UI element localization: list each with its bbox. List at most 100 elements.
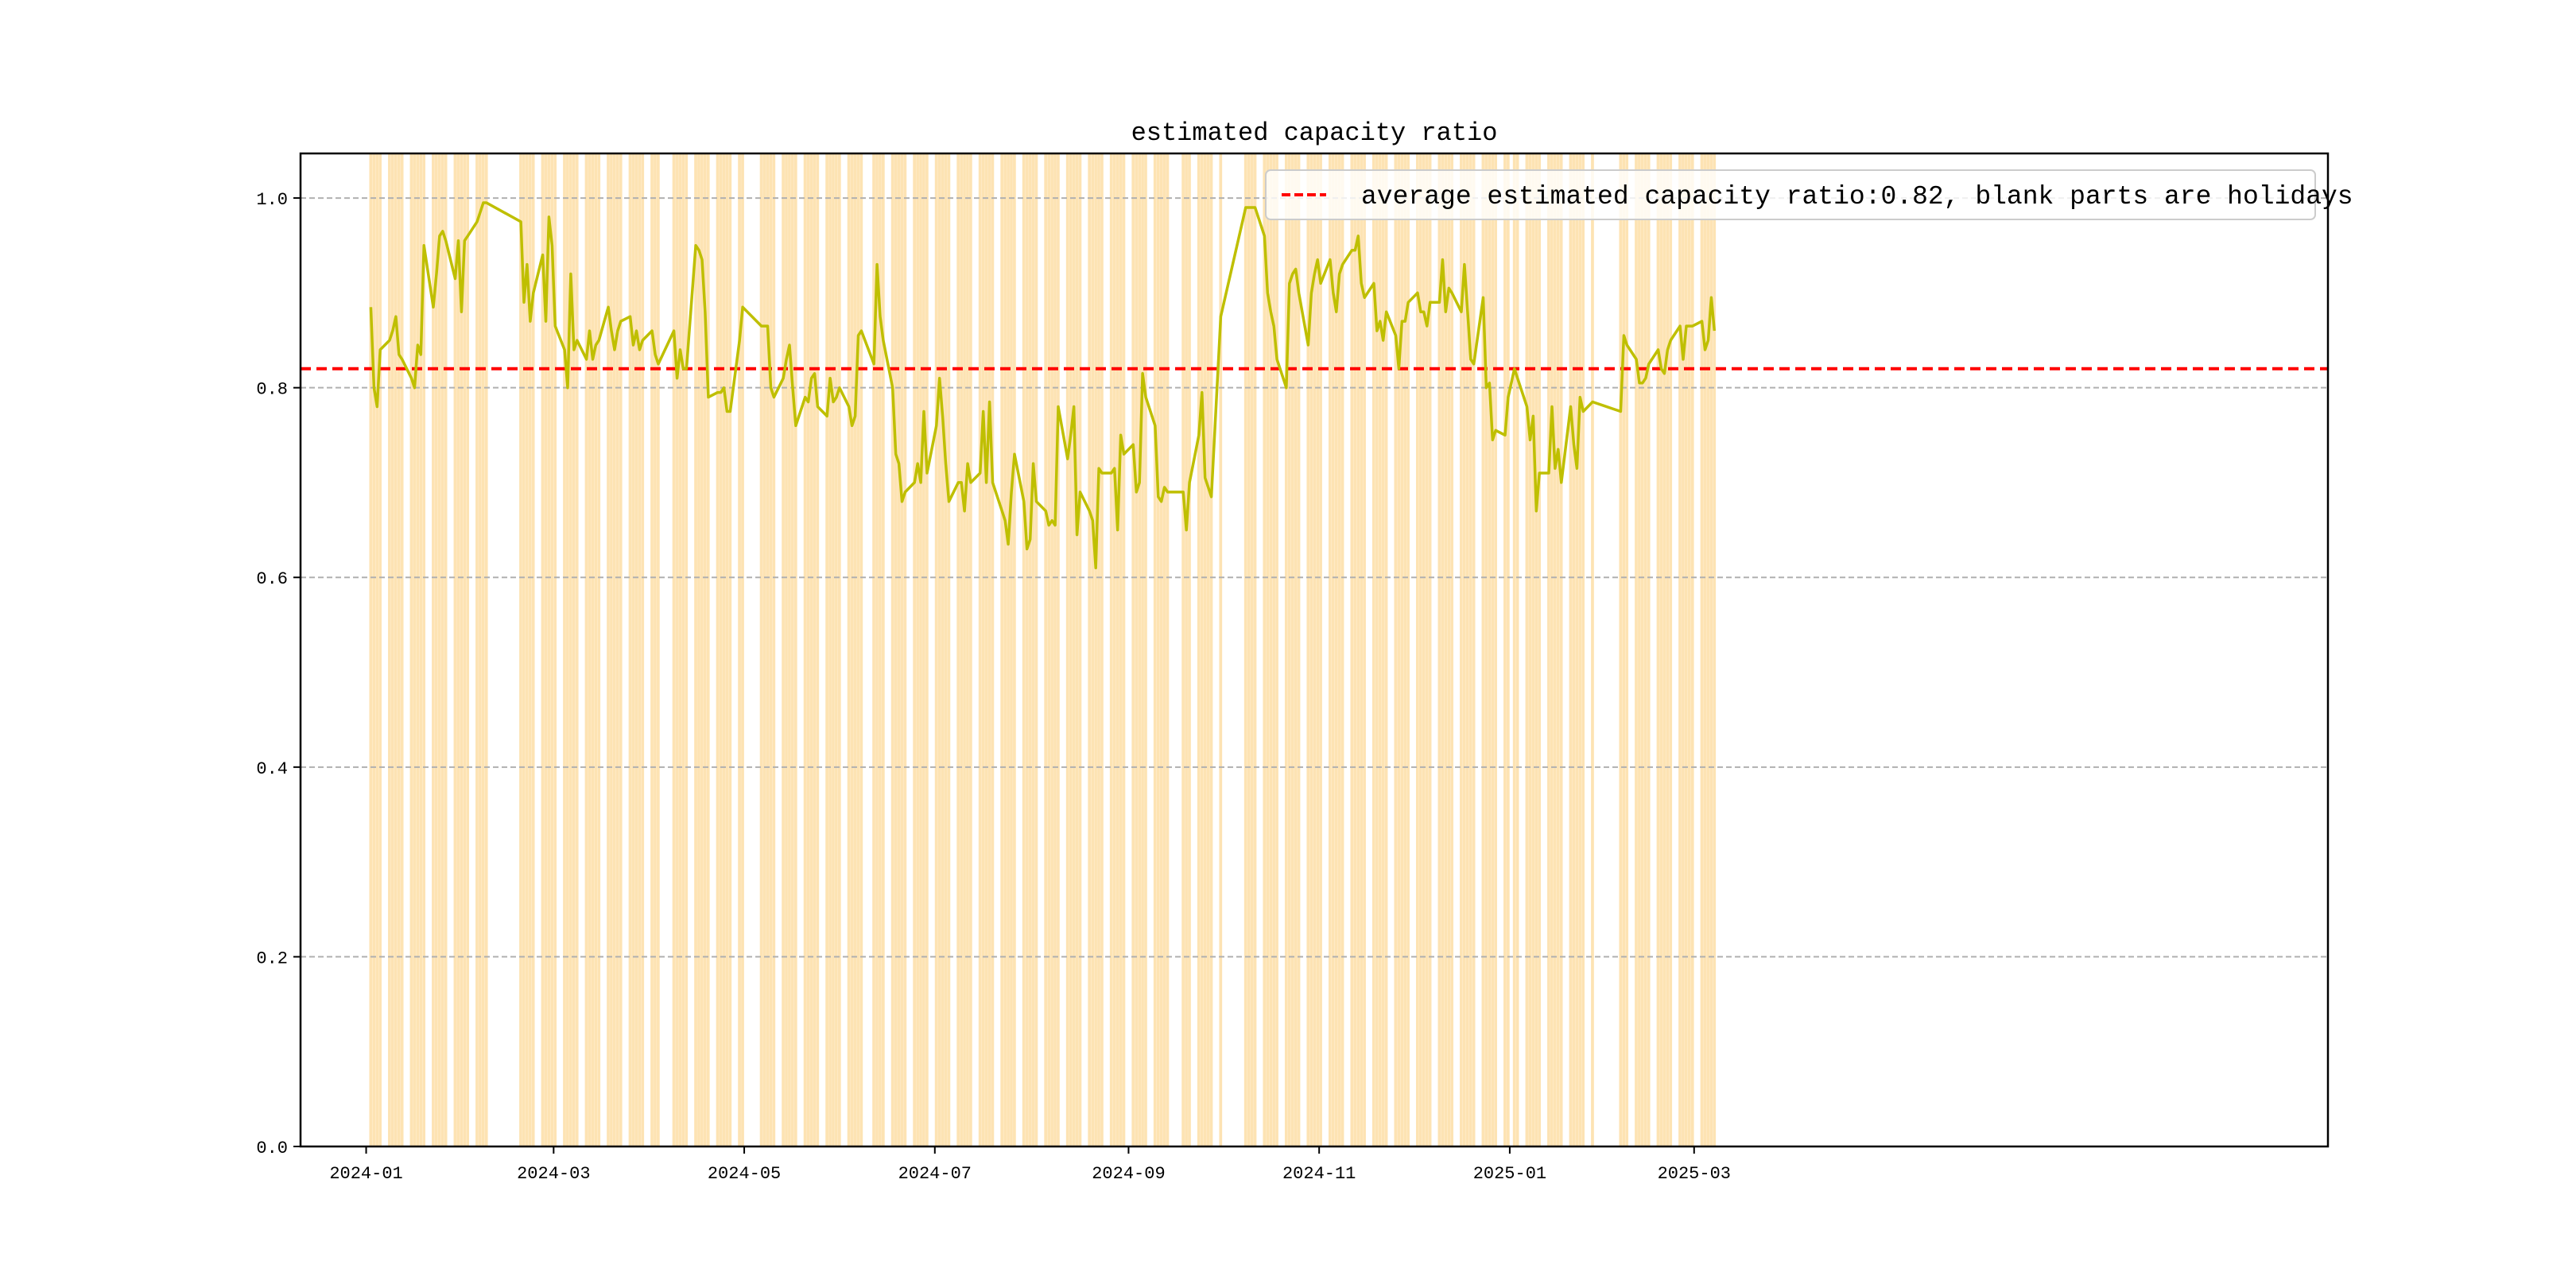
trading-day-bar [1465,153,1469,1146]
trading-day-bar [1491,153,1495,1146]
trading-day-bar [1356,153,1360,1146]
trading-day-bar [437,153,441,1146]
trading-day-bar [769,153,773,1146]
trading-day-bar [1468,153,1472,1146]
trading-day-bar [1044,153,1048,1146]
trading-day-bar [1144,153,1147,1146]
trading-day-bar [832,153,835,1146]
trading-day-bar [1050,153,1053,1146]
trading-day-bar [1031,153,1035,1146]
trading-day-bar [728,153,732,1146]
trading-day-bar [1091,153,1095,1146]
trading-day-bar [694,153,697,1146]
trading-day-bar [1166,153,1170,1146]
trading-day-bar [1065,153,1069,1146]
trading-day-bar [835,153,838,1146]
trading-day-bar [544,153,548,1146]
trading-day-bar [1156,153,1160,1146]
trading-day-bar [610,153,613,1146]
trading-day-bar [1094,153,1097,1146]
trading-day-bar [572,153,576,1146]
trading-day-bar [463,153,467,1146]
x-tick-label: 2024-03 [517,1164,590,1184]
trading-day-bar [1337,153,1341,1146]
trading-day-bar [1100,153,1104,1146]
trading-day-bar [1072,153,1076,1146]
x-tick-label: 2024-05 [708,1164,781,1184]
trading-day-bar [856,153,860,1146]
trading-day-bar [432,153,435,1146]
trading-day-bar [675,153,679,1146]
trading-day-bar [1682,153,1685,1146]
trading-day-bar [1643,153,1647,1146]
trading-day-bar [1115,153,1119,1146]
trading-day-bar [859,153,863,1146]
trading-day-bar [1287,153,1291,1146]
trading-day-bar [1000,153,1004,1146]
trading-day-bar [934,153,938,1146]
trading-day-bar [900,153,904,1146]
y-tick-label: 0.0 [256,1139,288,1158]
trading-day-bar [1444,153,1448,1146]
trading-day-bar [388,153,391,1146]
trading-day-bar [1219,153,1223,1146]
trading-day-bars [369,153,1717,1146]
trading-day-bar [484,153,488,1146]
x-tick-label: 2025-01 [1473,1164,1546,1184]
trading-day-bar [1034,153,1038,1146]
trading-day-bar [1547,153,1550,1146]
x-tick-label: 2024-11 [1282,1164,1356,1184]
trading-day-bar [607,153,610,1146]
trading-day-bar [1334,153,1338,1146]
trading-day-bar [1353,153,1357,1146]
trading-day-bar [1309,153,1313,1146]
x-tick-label: 2024-09 [1092,1164,1165,1184]
trading-day-bar [575,153,579,1146]
trading-day-bar [700,153,704,1146]
trading-day-bar [1243,153,1247,1146]
trading-day-bar [628,153,632,1146]
trading-day-bar [1481,153,1485,1146]
trading-day-bar [631,153,635,1146]
trading-day-bar [1360,153,1364,1146]
trading-day-bar [1141,153,1144,1146]
trading-day-bar [681,153,685,1146]
trading-day-bar [1534,153,1538,1146]
trading-day-bar [759,153,763,1146]
trading-day-bar [1206,153,1210,1146]
series-group [369,201,1717,570]
trading-day-bar [1209,153,1213,1146]
x-tick-label: 2024-01 [329,1164,402,1184]
y-tick-label: 0.8 [256,380,288,400]
trading-day-bar [444,153,448,1146]
trading-day-bar [413,153,417,1146]
trading-day-bar [722,153,726,1146]
trading-day-bar [1659,153,1663,1146]
trading-day-bar [1138,153,1141,1146]
trading-day-bar [879,153,882,1146]
trading-day-bar [1403,153,1407,1146]
trading-day-bar [528,153,532,1146]
trading-day-bar [1247,153,1251,1146]
trading-day-bar [563,153,566,1146]
trading-day-bar [793,153,797,1146]
trading-day-bar [409,153,413,1146]
trading-day-bar [947,153,951,1146]
trading-day-bar [1363,153,1366,1146]
trading-day-bar [1197,153,1201,1146]
trading-day-bar [897,153,901,1146]
trading-day-bar [1428,153,1432,1146]
trading-day-bar [1112,153,1116,1146]
trading-day-bar [716,153,720,1146]
trading-day-bar [1406,153,1410,1146]
trading-day-bar [531,153,535,1146]
trading-day-bar [1316,153,1319,1146]
trading-day-bar [1556,153,1560,1146]
trading-day-bar [890,153,894,1146]
trading-day-bar [1306,153,1310,1146]
trading-day-bar [894,153,898,1146]
x-tick-label: 2025-03 [1658,1164,1731,1184]
trading-day-bar [460,153,464,1146]
trading-day-bar [1290,153,1294,1146]
trading-day-bar [615,153,619,1146]
